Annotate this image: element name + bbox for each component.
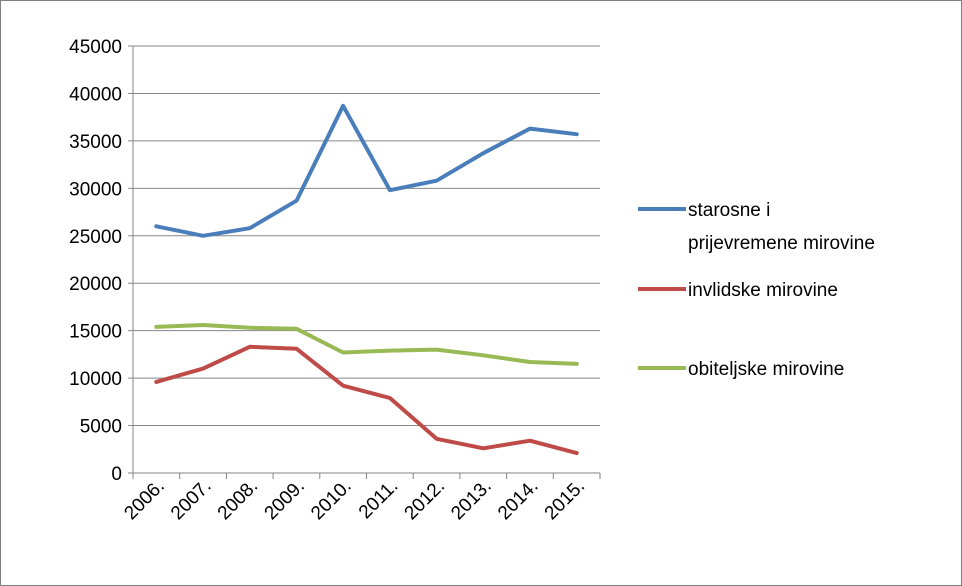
- y-axis-ticks: 0 5000 10000 15000 20000 25000 30000 35000 40000…: [69, 37, 133, 485]
- y-tick-label: 35000: [69, 132, 122, 153]
- series-line-0: [154, 103, 579, 238]
- series-line-1: [154, 344, 579, 456]
- legend-label: obiteljske mirovine: [688, 359, 844, 380]
- y-tick-label: 10000: [69, 369, 122, 390]
- y-tick-label: 5000: [80, 417, 122, 438]
- y-tick-label: 0: [111, 464, 122, 485]
- legend-label: starosne i: [688, 200, 770, 221]
- legend: starosne i prijevremene mirovine invlidske…: [638, 200, 875, 380]
- y-tick-label: 20000: [69, 274, 122, 295]
- gridlines: [133, 45, 600, 427]
- series-line-2: [154, 323, 579, 366]
- series-lines: [154, 103, 579, 456]
- legend-label: invlidske mirovine: [688, 280, 838, 301]
- y-tick-label: 25000: [69, 227, 122, 248]
- y-tick-label: 45000: [69, 37, 122, 58]
- y-tick-label: 15000: [69, 322, 122, 343]
- legend-label: prijevremene mirovine: [688, 233, 875, 254]
- y-tick-label: 30000: [69, 179, 122, 200]
- y-tick-label: 40000: [69, 84, 122, 105]
